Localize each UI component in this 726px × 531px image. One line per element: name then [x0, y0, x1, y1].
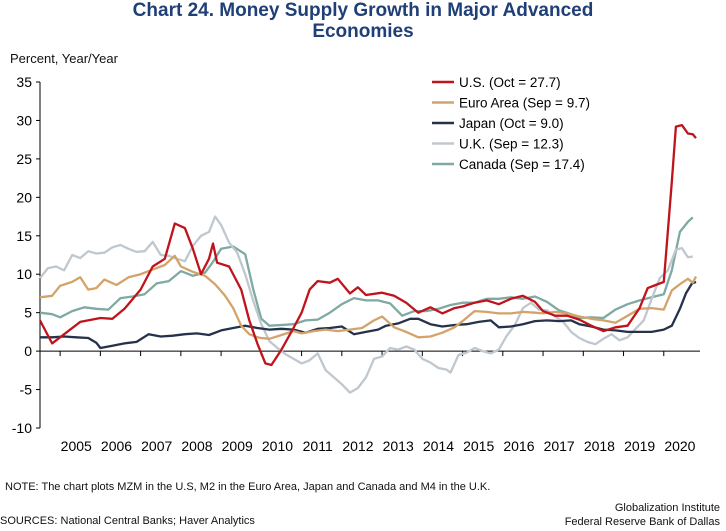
y-tick-label: 35: [16, 74, 32, 90]
y-tick-label: 0: [24, 343, 32, 359]
credit-line-2: Federal Reserve Bank of Dallas: [564, 516, 720, 528]
chart-title: Chart 24. Money Supply Growth in Major A…: [0, 0, 726, 42]
x-tick-label: 2014: [423, 438, 454, 454]
legend-label: Canada (Sep = 17.4): [459, 157, 585, 172]
x-tick-label: 2005: [61, 438, 92, 454]
y-tick-label: 15: [16, 228, 32, 244]
credit-line-1: Globalization Institute: [614, 502, 720, 514]
x-tick-label: 2010: [262, 438, 293, 454]
legend-label: Euro Area (Sep = 9.7): [459, 96, 590, 111]
y-tick-label: 5: [24, 305, 32, 321]
x-tick-label: 2007: [141, 438, 172, 454]
y-tick-label: -10: [12, 420, 32, 436]
x-tick-label: 2009: [222, 438, 253, 454]
series-line: [39, 216, 694, 327]
series-line: [39, 215, 693, 394]
chart-credit: Globalization Institute Federal Reserve …: [565, 501, 720, 529]
x-tick-label: 2020: [664, 438, 695, 454]
y-tick-label: -5: [20, 382, 33, 398]
x-tick-label: 2016: [503, 438, 534, 454]
x-tick-label: 2013: [383, 438, 414, 454]
x-tick-label: 2018: [584, 438, 615, 454]
x-tick-label: 2011: [303, 438, 333, 454]
x-tick-label: 2017: [544, 438, 575, 454]
y-tick-label: 20: [16, 189, 32, 205]
series-line: [39, 254, 698, 340]
legend-label: U.K. (Sep = 12.3): [459, 137, 564, 152]
legend-label: U.S. (Oct = 27.7): [459, 75, 561, 90]
x-tick-label: 2012: [342, 438, 373, 454]
series-line: [38, 123, 697, 367]
chart-title-line-2: Economies: [312, 21, 414, 42]
x-tick-label: 2006: [101, 438, 132, 454]
chart-sources: SOURCES: National Central Banks; Haver A…: [0, 515, 255, 527]
y-axis-unit-label: Percent, Year/Year: [10, 51, 118, 66]
x-tick-label: 2008: [181, 438, 212, 454]
legend-label: Japan (Oct = 9.0): [459, 116, 564, 131]
line-chart: -10 -5 0 5 10 15 20 25 30 35 2005 2006 2007 2008 2009 2…: [12, 74, 700, 454]
y-tick-label: 25: [16, 151, 32, 167]
y-tick-label: 30: [16, 112, 32, 128]
chart-note: NOTE: The chart plots MZM in the U.S, M2…: [5, 481, 491, 493]
y-tick-label: 10: [16, 266, 32, 282]
x-tick-label: 2019: [624, 438, 655, 454]
chart-title-line-1: Chart 24. Money Supply Growth in Major A…: [132, 0, 594, 21]
x-tick-label: 2015: [463, 438, 494, 454]
